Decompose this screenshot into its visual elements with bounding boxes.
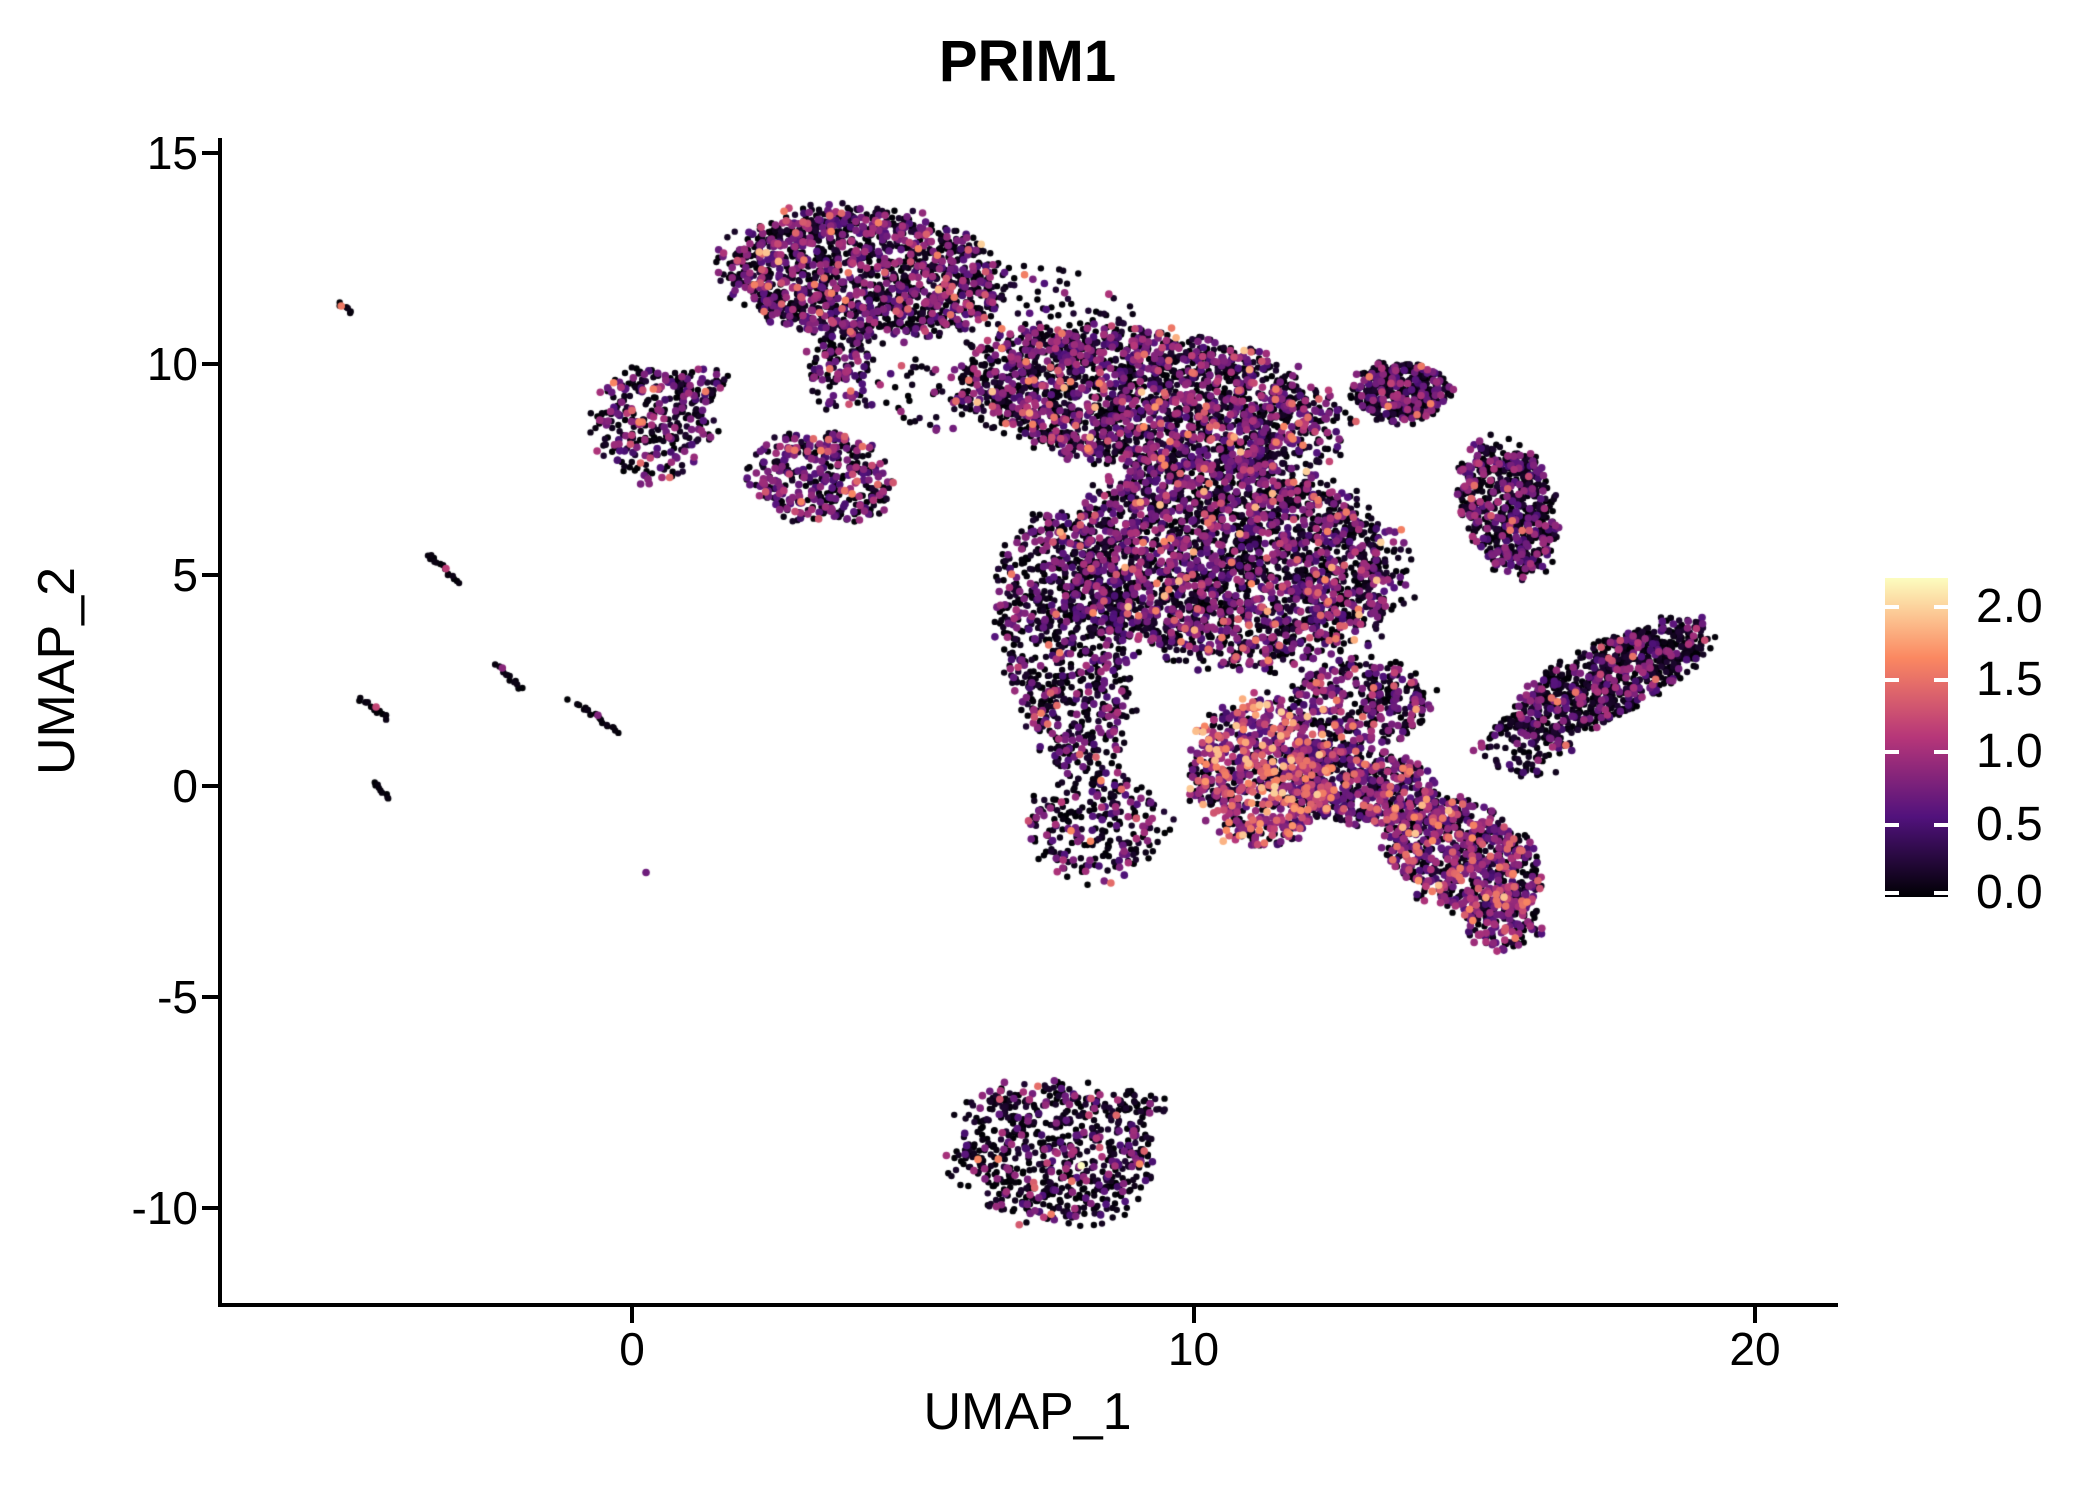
x-tick-mark (1753, 1307, 1757, 1323)
x-tick-label: 10 (1167, 1323, 1220, 1375)
x-tick-label: 20 (1729, 1323, 1781, 1375)
colorbar-tick-mark (1885, 891, 1899, 895)
y-axis-label: UMAP_2 (28, 566, 86, 776)
colorbar-tick-label: 1.5 (1976, 652, 2043, 706)
x-axis-line (218, 1303, 1838, 1307)
x-tick-label: 0 (619, 1323, 645, 1375)
colorbar-tick-mark (1885, 750, 1899, 754)
y-tick-mark (202, 784, 218, 788)
y-tick-label: 10 (146, 338, 198, 390)
y-tick-label: 5 (172, 549, 198, 601)
x-axis-label: UMAP_1 (923, 1383, 1132, 1441)
y-tick-mark (202, 151, 218, 155)
colorbar-tick-mark (1885, 677, 1899, 682)
y-tick-mark (202, 362, 218, 366)
y-tick-label: -5 (157, 971, 198, 1023)
y-axis-line (218, 138, 222, 1307)
y-tick-label: 15 (146, 127, 198, 179)
y-tick-mark (202, 573, 218, 577)
colorbar-tick-mark (1934, 750, 1948, 754)
colorbar-tick-mark (1934, 822, 1948, 827)
colorbar-tick-label: 0.5 (1976, 797, 2043, 851)
colorbar-tick-mark (1934, 605, 1948, 609)
colorbar-tick-label: 2.0 (1976, 580, 2043, 633)
expression-colorbar (1885, 578, 1948, 897)
colorbar-tick-mark (1885, 822, 1899, 827)
colorbar-tick-label: 0.0 (1976, 866, 2043, 919)
colorbar-tick-mark (1885, 605, 1899, 609)
x-tick-mark (630, 1307, 634, 1323)
y-tick-mark (202, 1206, 218, 1210)
colorbar-tick-mark (1934, 891, 1948, 895)
colorbar-tick-label: 1.0 (1976, 725, 2043, 778)
colorbar-tick-mark (1934, 677, 1948, 682)
y-tick-label: 0 (172, 760, 198, 812)
y-tick-label: -10 (131, 1182, 198, 1234)
x-tick-mark (1191, 1307, 1196, 1323)
y-tick-mark (202, 995, 218, 999)
